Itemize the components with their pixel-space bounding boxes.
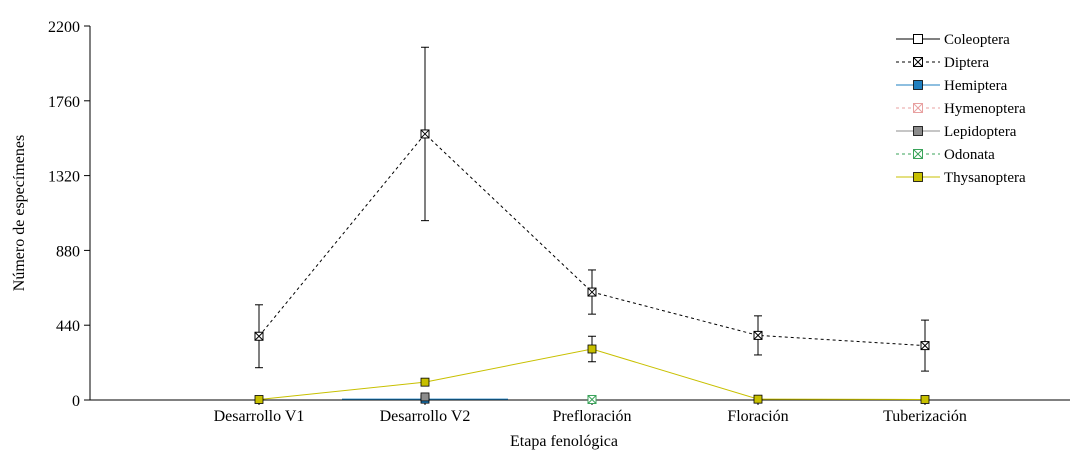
y-tick-label: 1760 xyxy=(48,94,80,111)
legend-label: Lepidoptera xyxy=(944,124,1017,140)
data-point xyxy=(913,57,923,67)
y-tick-label: 440 xyxy=(56,318,80,335)
data-point xyxy=(913,103,923,113)
y-tick-label: 2200 xyxy=(48,19,80,36)
legend-item-lepidoptera: Lepidoptera xyxy=(896,124,1017,140)
x-axis-label: Etapa fenológica xyxy=(510,433,618,450)
data-point xyxy=(920,395,930,404)
x-tick-label: Desarrollo V2 xyxy=(380,408,471,425)
legend-item-thysanoptera: Thysanoptera xyxy=(896,170,1026,186)
data-point xyxy=(420,392,430,402)
data-point xyxy=(913,34,923,44)
legend: Coleoptera Diptera Hemiptera Hymenoptera Lep… xyxy=(896,32,1026,186)
data-point-cross xyxy=(254,331,264,341)
y-ticks: 0 440 880 1320 1760 2200 xyxy=(48,19,90,410)
y-tick-label: 0 xyxy=(72,393,80,410)
legend-item-odonata: Odonata xyxy=(896,147,995,163)
x-tick-label: Prefloración xyxy=(552,408,631,425)
data-point xyxy=(420,129,430,139)
data-point-cross xyxy=(913,149,923,159)
data-point-cross xyxy=(913,57,923,67)
data-point xyxy=(753,394,763,404)
x-tick-label: Desarrollo V1 xyxy=(214,408,305,425)
legend-item-hemiptera: Hemiptera xyxy=(896,78,1008,94)
legend-item-coleoptera: Coleoptera xyxy=(896,32,1010,48)
data-point xyxy=(913,80,923,90)
series-diptera xyxy=(254,46,930,372)
data-point xyxy=(254,331,264,341)
data-point xyxy=(254,395,264,404)
data-point xyxy=(587,344,597,354)
series-odonata xyxy=(587,394,597,404)
legend-item-hymenoptera: Hymenoptera xyxy=(896,101,1026,117)
data-point xyxy=(587,394,597,404)
data-point-cross xyxy=(587,395,597,404)
data-point-cross xyxy=(753,331,763,340)
data-point-cross xyxy=(420,129,430,139)
legend-label: Odonata xyxy=(944,147,995,163)
legend-item-diptera: Diptera xyxy=(896,55,989,71)
data-point xyxy=(913,172,923,182)
data-point-cross xyxy=(587,287,597,297)
data-point xyxy=(913,126,923,136)
legend-label: Hymenoptera xyxy=(944,101,1026,117)
data-point xyxy=(920,341,930,351)
y-axis-label: Número de especímenes xyxy=(11,135,28,291)
plot-area xyxy=(254,46,930,404)
data-point-cross xyxy=(920,341,930,350)
y-tick-label: 1320 xyxy=(48,169,80,186)
data-point xyxy=(587,287,597,297)
x-ticks: Desarrollo V1 Desarrollo V2 Prefloración Fl… xyxy=(214,400,967,425)
series-thysanoptera xyxy=(254,335,930,404)
axes: Número de especímenes Etapa fenológica xyxy=(11,26,1070,450)
data-point-cross xyxy=(913,103,923,113)
y-tick-label: 880 xyxy=(56,243,80,260)
data-point xyxy=(420,377,430,387)
series-lepidoptera xyxy=(420,392,430,402)
legend-label: Diptera xyxy=(944,55,989,71)
data-point xyxy=(753,330,763,340)
x-tick-label: Tuberización xyxy=(883,408,967,425)
series-line xyxy=(258,133,926,347)
legend-label: Hemiptera xyxy=(944,78,1008,94)
legend-label: Coleoptera xyxy=(944,32,1010,48)
x-tick-label: Floración xyxy=(727,408,788,425)
legend-label: Thysanoptera xyxy=(944,170,1026,186)
data-point xyxy=(913,149,923,159)
